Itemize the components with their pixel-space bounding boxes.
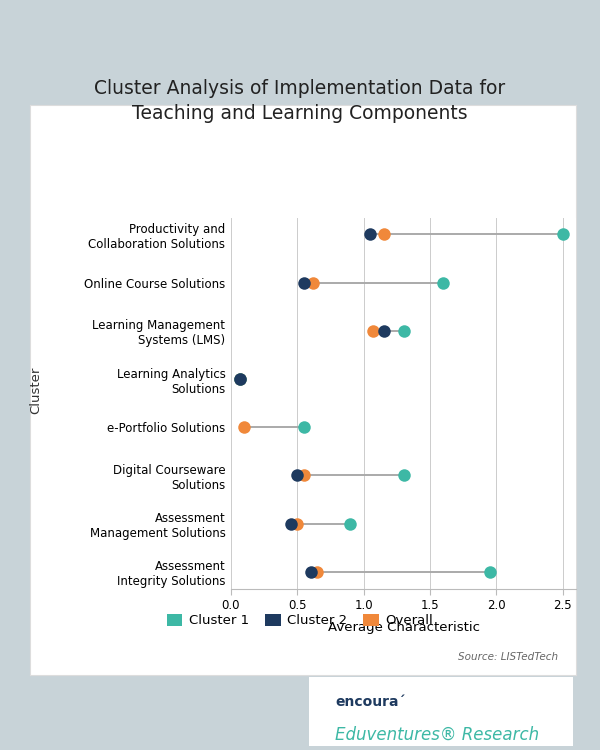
Text: Cluster Analysis of Implementation Data for
Teaching and Learning Components: Cluster Analysis of Implementation Data … [94,79,506,123]
Point [239,422,249,434]
Text: Source: LISTedTech: Source: LISTedTech [458,652,558,662]
Point [293,518,302,530]
Point [485,566,494,578]
Point [368,325,378,337]
Point [346,518,355,530]
Text: Eduventures® Research: Eduventures® Research [335,725,539,743]
Point [379,325,388,337]
Legend: Cluster 1, Cluster 2, Overall: Cluster 1, Cluster 2, Overall [167,614,433,627]
Point [299,277,309,289]
Point [439,277,448,289]
Point [365,228,375,240]
Point [313,566,322,578]
Text: Cluster: Cluster [29,366,43,414]
X-axis label: Average Characteristic: Average Characteristic [328,620,479,634]
Point [235,373,245,385]
Point [558,228,568,240]
Point [308,277,318,289]
Point [299,470,309,482]
Point [306,566,316,578]
Point [235,373,245,385]
Point [286,518,296,530]
Point [399,470,409,482]
Point [299,422,309,434]
Point [293,470,302,482]
Point [235,373,245,385]
Text: encoura´: encoura´ [335,694,406,709]
Point [399,325,409,337]
Point [379,228,388,240]
